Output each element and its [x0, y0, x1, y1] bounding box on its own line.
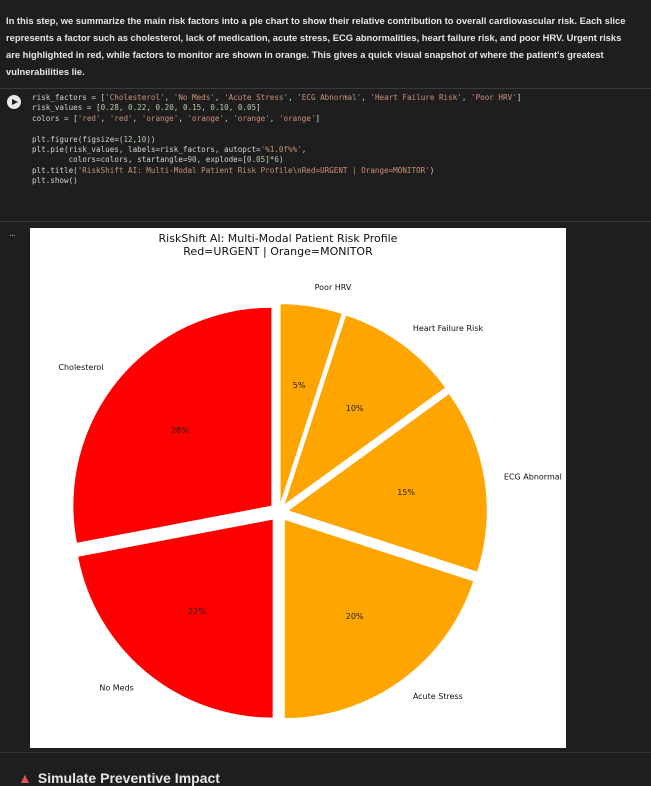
pie-slice-cholesterol	[73, 307, 272, 543]
slice-percent-label: 22%	[188, 607, 206, 616]
next-section-title: Simulate Preventive Impact	[37, 770, 220, 786]
collapse-caret-icon[interactable]: ▲	[18, 770, 32, 786]
chart-title: RiskShift AI: Multi-Modal Patient Risk P…	[159, 232, 398, 245]
pie-slice-poor-hrv	[280, 304, 342, 503]
slice-label: No Meds	[99, 683, 134, 692]
slice-percent-label: 28%	[171, 426, 189, 435]
chart-output: RiskShift AI: Multi-Modal Patient Risk P…	[30, 228, 566, 748]
run-cell-button[interactable]	[7, 95, 21, 109]
slice-percent-label: 5%	[293, 381, 306, 390]
slice-percent-label: 10%	[346, 404, 364, 413]
code-editor[interactable]: risk_factors = ['Cholesterol', 'No Meds'…	[32, 93, 522, 186]
output-menu-icon[interactable]: ...	[9, 229, 16, 239]
next-section-heading[interactable]: ▲ Simulate Preventive Impact	[18, 770, 220, 786]
chart-subtitle: Red=URGENT | Orange=MONITOR	[183, 245, 373, 258]
pie-slice-heart-failure-risk	[284, 315, 446, 504]
pie-slice-ecg-abnormal	[288, 394, 487, 572]
slice-label: Acute Stress	[413, 692, 463, 701]
markdown-cell-text: In this step, we summarize the main risk…	[6, 15, 626, 77]
pie-slice-acute-stress	[284, 520, 474, 719]
pie-slice-no-meds	[78, 519, 273, 718]
cell-divider	[0, 752, 651, 753]
slice-percent-label: 15%	[397, 488, 415, 497]
code-cell[interactable]: risk_factors = ['Cholesterol', 'No Meds'…	[0, 88, 651, 222]
slice-label: Heart Failure Risk	[413, 324, 484, 333]
slice-label: Cholesterol	[58, 363, 103, 372]
pie-chart: RiskShift AI: Multi-Modal Patient Risk P…	[58, 232, 562, 719]
slice-label: ECG Abnormal	[504, 472, 562, 481]
slice-label: Poor HRV	[315, 283, 352, 292]
slice-percent-label: 20%	[346, 612, 364, 621]
